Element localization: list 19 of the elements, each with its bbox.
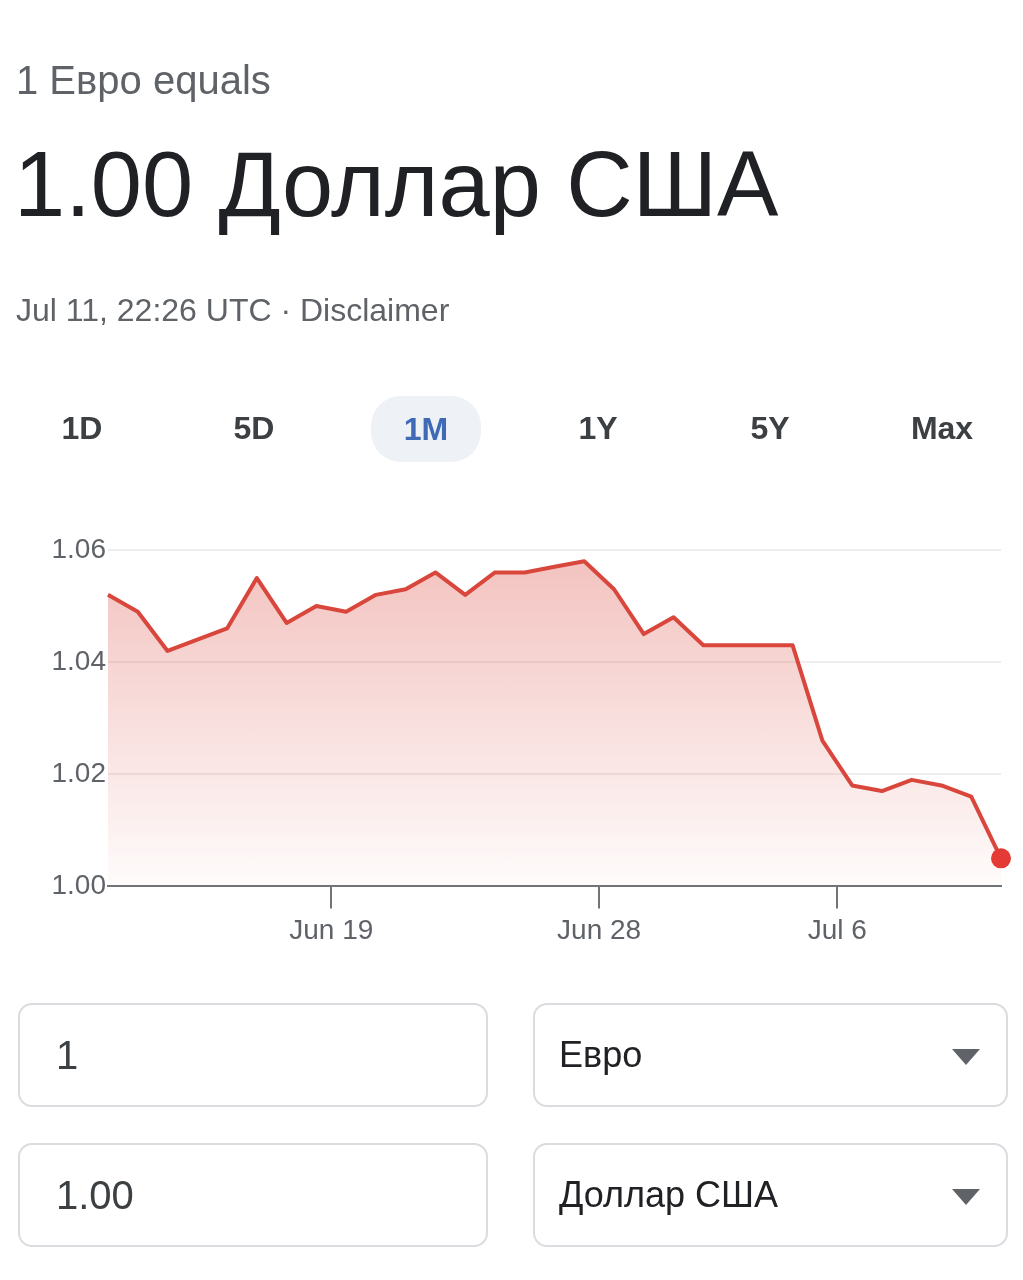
chart-title: 1 Евро equals [16, 58, 271, 103]
text: 1 [56, 1032, 79, 1078]
y-tick-label: 1.02 [51, 756, 106, 788]
text: Доллар США [559, 1174, 779, 1216]
text: Евро [559, 1034, 643, 1076]
y-tick-label: 1.06 [51, 532, 106, 564]
text: 5D [232, 409, 276, 448]
text: Jul 11, 22:26 UTC · Disclaimer [16, 292, 450, 329]
text: 1Y [577, 409, 619, 448]
chart-subtitle: 1.00 Доллар США [14, 132, 779, 237]
text: Max [909, 409, 975, 448]
text: 1M [371, 396, 481, 462]
x-tick-label: Jun 19 [289, 913, 374, 945]
text: 1D [60, 409, 104, 448]
x-tick-label: Jun 28 [557, 913, 642, 945]
x-tick-label: Jul 6 [807, 913, 867, 945]
y-tick-label: 1.00 [51, 869, 106, 901]
text: 5Y [749, 409, 791, 448]
y-tick-label: 1.04 [51, 644, 106, 676]
